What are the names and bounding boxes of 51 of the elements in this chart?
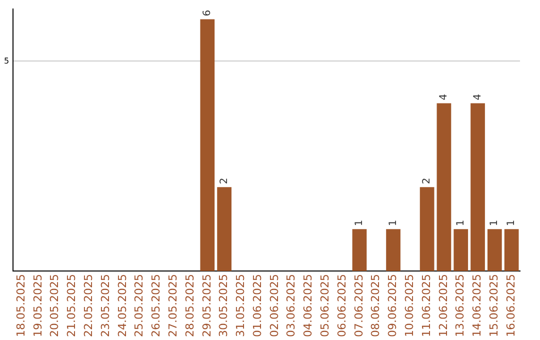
x-tick-label: 02.06.2025 (268, 274, 281, 338)
x-tick-label: 22.05.2025 (82, 274, 95, 338)
bar (420, 187, 434, 272)
bar (454, 229, 468, 272)
bar (470, 103, 485, 272)
bar (386, 229, 400, 272)
x-tick-label: 14.06.2025 (470, 274, 484, 338)
x-tick-label: 29.05.2025 (200, 274, 214, 338)
data-label: 4 (438, 94, 450, 100)
data-label: 1 (489, 220, 500, 226)
x-tick-label: 23.05.2025 (98, 274, 112, 338)
data-label: 1 (354, 220, 366, 226)
x-tick-label: 24.05.2025 (116, 274, 129, 338)
x-tick-label: 30.05.2025 (217, 274, 230, 338)
x-tick-label: 11.06.2025 (420, 274, 433, 338)
x-tick-label: 20.05.2025 (48, 274, 62, 338)
bar (200, 19, 215, 272)
x-tick-label: 15.06.2025 (488, 274, 501, 338)
x-tick-label: 04.06.2025 (302, 274, 315, 338)
x-tick-label: 16.06.2025 (504, 274, 518, 338)
x-tick-label: 01.06.2025 (250, 274, 264, 338)
bar (487, 229, 502, 272)
data-label: 1 (506, 220, 518, 226)
data-label: 2 (422, 178, 433, 184)
x-tick-label: 27.05.2025 (166, 274, 180, 338)
data-label: 1 (388, 220, 399, 226)
data-label: 4 (472, 94, 484, 100)
x-tick-label: 21.05.2025 (65, 274, 78, 338)
x-tick-label: 05.06.2025 (318, 274, 332, 338)
bar (436, 103, 452, 272)
data-label: 1 (455, 220, 466, 226)
x-tick-label: 09.06.2025 (386, 274, 400, 338)
data-label: 2 (218, 178, 230, 184)
x-tick-label: 25.05.2025 (132, 274, 146, 338)
x-tick-label: 19.05.2025 (31, 274, 44, 338)
x-tick-label: 03.06.2025 (284, 274, 298, 338)
bar (504, 229, 519, 272)
x-tick-label: 13.06.2025 (454, 274, 467, 338)
x-tick-label: 08.06.2025 (369, 274, 382, 338)
x-tick-label: 31.05.2025 (234, 274, 248, 338)
x-tick-label: 07.06.2025 (352, 274, 366, 338)
x-tick-label: 12.06.2025 (436, 274, 450, 338)
x-tick-label: 18.05.2025 (14, 274, 28, 338)
data-label: 6 (202, 10, 213, 16)
bar (352, 229, 367, 272)
y-tick-label: 5 (4, 56, 10, 66)
x-tick-label: 26.05.2025 (150, 274, 163, 338)
bar (217, 187, 232, 272)
x-tick-label: 28.05.2025 (183, 274, 196, 338)
x-tick-label: 10.06.2025 (403, 274, 416, 338)
x-tick-label: 06.06.2025 (335, 274, 348, 338)
